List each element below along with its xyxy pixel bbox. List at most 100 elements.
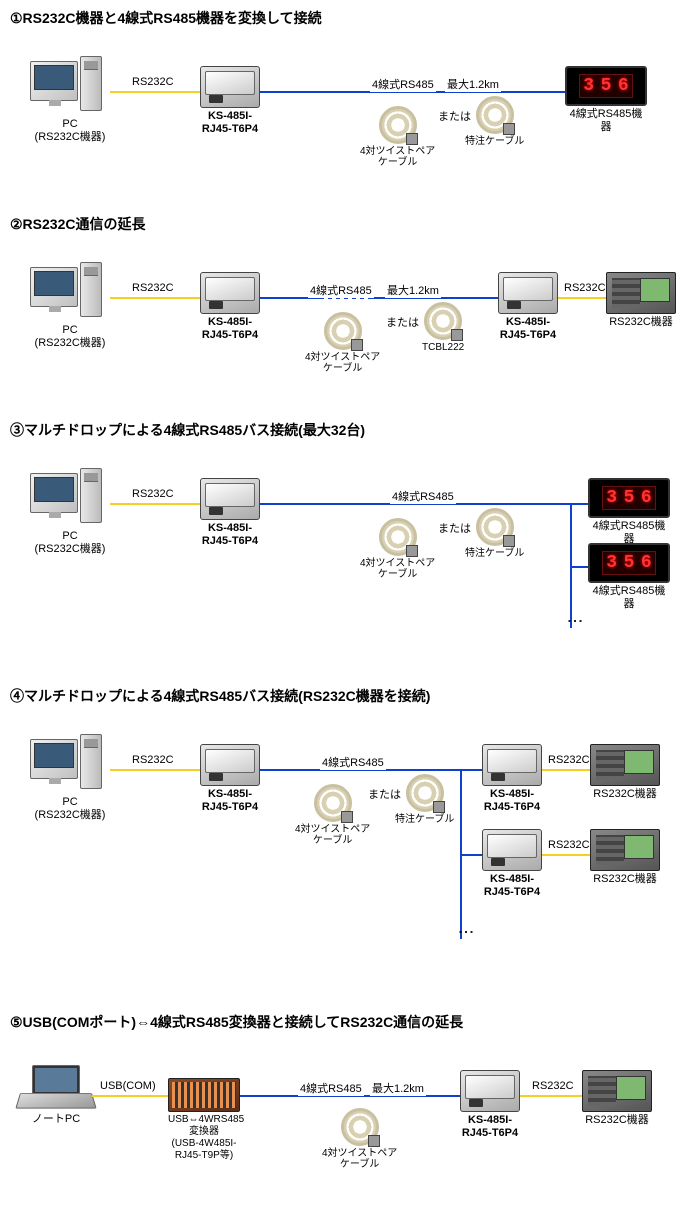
pc-icon bbox=[30, 56, 110, 116]
converter-label: KS-485I-RJ45-T6P4 bbox=[482, 873, 542, 899]
diagram: PC(RS232C機器) RS232C KS-485I-RJ45-T6P4 4線… bbox=[0, 448, 700, 648]
pc-device: PC(RS232C機器) bbox=[30, 734, 110, 822]
section-2: ②RS232C通信の延長 PC(RS232C機器) RS232C KS-485I… bbox=[0, 206, 700, 382]
converter-icon bbox=[482, 744, 542, 786]
branch-2 bbox=[570, 566, 588, 568]
device-label: RS232C機器 bbox=[606, 316, 676, 329]
rs485-device-1: 356 4線式RS485機器 bbox=[588, 478, 670, 546]
device-label: 4線式RS485機器 bbox=[565, 108, 647, 134]
rs485-label: 4線式RS485 bbox=[308, 282, 374, 298]
led-display-icon: 356 bbox=[588, 543, 670, 583]
diagram: ノートPC USB(COM) USB⇔4WRS485変換器(USB-4W485I… bbox=[0, 1040, 700, 1180]
device-label: RS232C機器 bbox=[590, 788, 660, 801]
rs232-line-b2 bbox=[542, 854, 590, 856]
cable-twist: 4対ツイストペアケーブル bbox=[360, 106, 435, 168]
instrument-icon bbox=[590, 744, 660, 786]
converter-icon bbox=[200, 66, 260, 108]
rs232-label-2: RS232C bbox=[562, 282, 608, 294]
diagram: PC(RS232C機器) RS232C KS-485I-RJ45-T6P4 4線… bbox=[0, 242, 700, 382]
usb-converter: USB⇔4WRS485変換器(USB-4W485I-RJ45-T9P等) bbox=[168, 1078, 240, 1162]
rs232-label: RS232C bbox=[130, 754, 176, 766]
pc-icon bbox=[30, 468, 110, 528]
rs232-label: RS232C bbox=[130, 76, 176, 88]
rs232-line-2 bbox=[558, 297, 606, 299]
cable-twist: 4対ツイストペアケーブル bbox=[295, 784, 370, 846]
rs232-device-b2: RS232C機器 bbox=[590, 829, 660, 886]
converter-device: KS-485I-RJ45-T6P4 bbox=[460, 1070, 520, 1140]
cable-custom: 特注ケーブル bbox=[395, 774, 454, 825]
converter-label: KS-485I-RJ45-T6P4 bbox=[200, 110, 260, 136]
rs232-label: RS232C bbox=[130, 488, 176, 500]
section-title: ①RS232C機器と4線式RS485機器を変換して接続 bbox=[0, 0, 700, 36]
rs232-device-b1: RS232C機器 bbox=[590, 744, 660, 801]
converter-icon bbox=[460, 1070, 520, 1112]
rs232-line bbox=[520, 1095, 582, 1097]
diagram: PC(RS232C機器) RS232C KS-485I-RJ45-T6P4 4線… bbox=[0, 714, 700, 974]
or-label: または bbox=[386, 314, 419, 330]
cable-custom: 特注ケーブル bbox=[465, 508, 524, 559]
section-4: ④マルチドロップによる4線式RS485バス接続(RS232C機器を接続) PC(… bbox=[0, 678, 700, 974]
pc-icon bbox=[30, 734, 110, 794]
diagram: PC(RS232C機器) RS232C KS-485I-RJ45-T6P4 4線… bbox=[0, 36, 700, 176]
rs232-device: RS232C機器 bbox=[606, 272, 676, 329]
section-title: ⑤USB(COMポート)⇔4線式RS485変換器と接続してRS232C通信の延長 bbox=[0, 1004, 700, 1040]
converter-device-b1: KS-485I-RJ45-T6P4 bbox=[482, 744, 542, 814]
converter-label: KS-485I-RJ45-T6P4 bbox=[200, 316, 260, 342]
converter-label: KS-485I-RJ45-T6P4 bbox=[200, 788, 260, 814]
rs485-label: 4線式RS485 bbox=[390, 488, 456, 504]
usb-converter-label: USB⇔4WRS485変換器(USB-4W485I-RJ45-T9P等) bbox=[168, 1114, 240, 1162]
converter-icon bbox=[200, 272, 260, 314]
pc-label: PC(RS232C機器) bbox=[30, 796, 110, 822]
cable-twist: 4対ツイストペアケーブル bbox=[322, 1108, 397, 1170]
branch-2 bbox=[460, 854, 482, 856]
rs232-line bbox=[110, 503, 200, 505]
instrument-icon bbox=[606, 272, 676, 314]
led-display-icon: 356 bbox=[565, 66, 647, 106]
converter-device-b2: KS-485I-RJ45-T6P4 bbox=[482, 829, 542, 899]
converter-icon bbox=[200, 478, 260, 520]
usb-line bbox=[92, 1095, 168, 1097]
rs485-label: 4線式RS485 bbox=[370, 76, 436, 92]
pc-label: PC(RS232C機器) bbox=[30, 324, 110, 350]
led-display-icon: 356 bbox=[588, 478, 670, 518]
converter-icon bbox=[200, 744, 260, 786]
converter-icon bbox=[482, 829, 542, 871]
rs485-label: 4線式RS485 bbox=[320, 754, 386, 770]
converter-label: KS-485I-RJ45-T6P4 bbox=[460, 1114, 520, 1140]
instrument-icon bbox=[582, 1070, 652, 1112]
converter-label: KS-485I-RJ45-T6P4 bbox=[200, 522, 260, 548]
cable-custom: 特注ケーブル bbox=[465, 96, 524, 147]
pc-label: PC(RS232C機器) bbox=[30, 118, 110, 144]
laptop-icon bbox=[20, 1065, 92, 1111]
distance-label: 最大1.2km bbox=[385, 282, 441, 298]
laptop-label: ノートPC bbox=[20, 1113, 92, 1126]
rs232-label: RS232C bbox=[130, 282, 176, 294]
laptop-device: ノートPC bbox=[20, 1065, 92, 1126]
pc-device: PC(RS232C機器) bbox=[30, 56, 110, 144]
instrument-icon bbox=[590, 829, 660, 871]
converter-device: KS-485I-RJ45-T6P4 bbox=[200, 478, 260, 548]
converter-icon bbox=[498, 272, 558, 314]
device-label: 4線式RS485機器 bbox=[588, 585, 670, 611]
branch-1 bbox=[460, 769, 482, 771]
distance-label: 最大1.2km bbox=[370, 1080, 426, 1096]
converter-label: KS-485I-RJ45-T6P4 bbox=[482, 788, 542, 814]
cable-twist: 4対ツイストペアケーブル bbox=[360, 518, 435, 580]
converter-device: KS-485I-RJ45-T6P4 bbox=[200, 272, 260, 342]
pc-device: PC(RS232C機器) bbox=[30, 262, 110, 350]
section-1: ①RS232C機器と4線式RS485機器を変換して接続 PC(RS232C機器)… bbox=[0, 0, 700, 176]
section-5: ⑤USB(COMポート)⇔4線式RS485変換器と接続してRS232C通信の延長… bbox=[0, 1004, 700, 1180]
pc-label: PC(RS232C機器) bbox=[30, 530, 110, 556]
rs232-device: RS232C機器 bbox=[582, 1070, 652, 1127]
section-title: ②RS232C通信の延長 bbox=[0, 206, 700, 242]
rs232-line bbox=[110, 91, 200, 93]
device-label: RS232C機器 bbox=[590, 873, 660, 886]
rs232-label: RS232C bbox=[530, 1080, 576, 1092]
converter-label: KS-485I-RJ45-T6P4 bbox=[498, 316, 558, 342]
pc-device: PC(RS232C機器) bbox=[30, 468, 110, 556]
rs485-label: 4線式RS485 bbox=[298, 1080, 364, 1096]
section-title: ④マルチドロップによる4線式RS485バス接続(RS232C機器を接続) bbox=[0, 678, 700, 714]
pc-icon bbox=[30, 262, 110, 322]
usb-label: USB(COM) bbox=[98, 1080, 158, 1092]
cable-twist: 4対ツイストペアケーブル bbox=[305, 312, 380, 374]
